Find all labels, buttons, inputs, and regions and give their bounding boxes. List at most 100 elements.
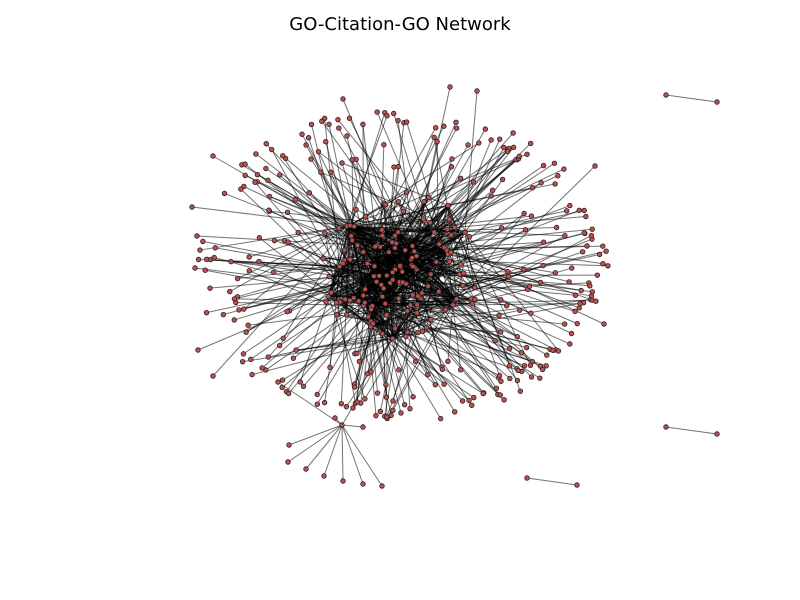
network-node <box>395 117 401 124</box>
network-node <box>601 321 607 327</box>
network-node <box>327 364 333 370</box>
network-node <box>449 156 455 162</box>
network-node <box>210 153 216 159</box>
network-node <box>360 249 367 255</box>
network-edge <box>370 320 443 368</box>
network-node <box>249 371 255 378</box>
network-node <box>537 279 544 286</box>
network-edge <box>405 245 588 251</box>
network-node <box>340 96 346 102</box>
network-node <box>538 180 544 186</box>
network-edge <box>212 225 351 377</box>
network-node <box>506 345 513 352</box>
network-node <box>450 302 456 308</box>
network-edge <box>464 90 478 233</box>
network-node <box>404 329 411 335</box>
network-node <box>259 365 265 371</box>
network-node <box>266 207 272 213</box>
network-node <box>384 414 390 420</box>
network-node <box>527 362 534 369</box>
network-node <box>351 223 357 230</box>
network-node <box>240 351 247 357</box>
network-node <box>300 383 307 390</box>
network-node <box>407 302 414 308</box>
network-node <box>448 164 455 170</box>
network-node <box>390 407 396 413</box>
network-node <box>362 214 369 220</box>
network-edge <box>250 249 406 360</box>
network-node <box>322 230 328 236</box>
network-node <box>315 148 322 155</box>
network-node <box>321 473 327 479</box>
network-edge <box>447 304 454 362</box>
network-node <box>552 270 559 276</box>
network-edge <box>339 266 590 287</box>
network-node <box>348 233 354 239</box>
figure-title: GO-Citation-GO Network <box>289 14 511 35</box>
network-node <box>529 185 536 191</box>
network-node <box>447 84 453 90</box>
network-node <box>256 235 263 241</box>
network-node <box>382 201 389 208</box>
network-edge <box>316 245 413 405</box>
network-edge <box>370 326 379 394</box>
network-node <box>583 213 589 220</box>
network-node <box>192 265 198 271</box>
network-node <box>389 239 395 246</box>
network-node <box>409 292 416 298</box>
network-edge <box>202 240 380 277</box>
network-node <box>396 295 402 302</box>
network-node <box>353 206 359 213</box>
network-node <box>568 330 575 337</box>
network-node <box>576 207 583 213</box>
network-edge <box>446 249 597 302</box>
network-node <box>275 379 281 385</box>
network-node <box>537 375 543 381</box>
network-node <box>195 347 201 353</box>
network-edge <box>261 204 449 369</box>
network-node <box>593 298 599 304</box>
network-edge <box>234 275 380 321</box>
network-edge <box>447 253 556 274</box>
network-node <box>212 245 218 251</box>
network-node <box>376 273 382 279</box>
network-node <box>356 358 363 365</box>
network-node <box>469 402 475 408</box>
network-node <box>379 483 385 489</box>
network-node <box>362 286 368 292</box>
network-edge <box>287 424 343 463</box>
network-node <box>540 162 547 169</box>
network-node <box>292 196 298 203</box>
network-node <box>303 142 309 148</box>
network-node <box>528 374 535 380</box>
network-node <box>410 263 416 270</box>
network-node <box>482 126 489 132</box>
network-node <box>501 397 507 403</box>
network-node <box>280 335 286 342</box>
network-node <box>526 283 533 290</box>
network-node <box>374 109 380 115</box>
node-layer <box>189 84 720 489</box>
network-node <box>343 403 350 410</box>
network-node <box>243 329 249 335</box>
network-edge <box>342 98 412 266</box>
network-edge <box>199 225 348 251</box>
network-node <box>663 92 669 98</box>
network-edge <box>287 241 340 268</box>
network-node <box>297 379 303 385</box>
network-node <box>458 261 464 267</box>
network-edge <box>194 267 366 290</box>
network-node <box>285 459 291 465</box>
network-node <box>550 347 556 354</box>
network-node <box>270 269 277 275</box>
network-node <box>514 377 521 384</box>
network-node <box>431 229 437 235</box>
network-node <box>318 169 324 175</box>
network-node <box>241 306 247 312</box>
network-node <box>284 209 291 216</box>
network-node <box>456 271 463 278</box>
network-node <box>334 311 340 318</box>
network-edge <box>362 127 437 253</box>
network-node <box>395 163 401 170</box>
